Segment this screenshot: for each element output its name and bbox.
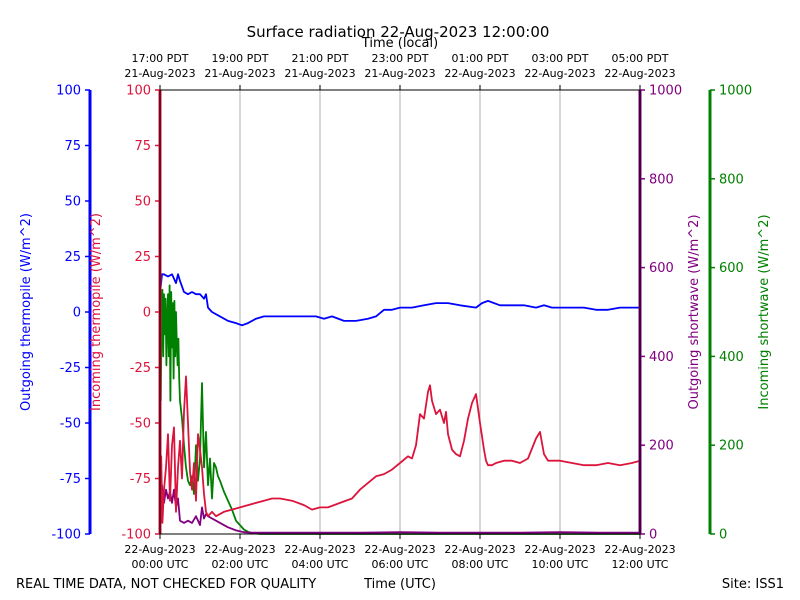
- y-tick-label: -75: [60, 472, 81, 487]
- top-axis-ticks: 17:00 PDT 21-Aug-2023 19:00 PDT 21-Aug-2023…: [124, 52, 676, 90]
- top-tick-label: 19:00 PDT: [211, 52, 268, 65]
- top-tick-label: 22-Aug-2023: [444, 67, 515, 80]
- top-tick-label: 03:00 PDT: [531, 52, 588, 65]
- y-tick-label: 200: [649, 439, 674, 454]
- gridlines: [239, 90, 561, 534]
- quality-warning: REAL TIME DATA, NOT CHECKED FOR QUALITY: [16, 577, 316, 592]
- y-axis-incoming_shortwave: 1000 800 600 400 200 0 Incoming shortwave (W/m…: [708, 84, 772, 543]
- y-tick-label: 0: [719, 528, 727, 543]
- x-tick-label: 12:00 UTC: [611, 558, 668, 571]
- x-tick-label: 22-Aug-2023: [524, 543, 595, 556]
- y-tick-label: 1000: [719, 84, 752, 99]
- x-tick-label: 00:00 UTC: [131, 558, 188, 571]
- y-tick-label: 800: [719, 172, 744, 187]
- x-tick-label: 22-Aug-2023: [604, 543, 675, 556]
- y-tick-label: -100: [51, 528, 81, 543]
- top-tick-label: 05:00 PDT: [611, 52, 668, 65]
- x-tick-label: 22-Aug-2023: [124, 543, 195, 556]
- x-tick-label: 10:00 UTC: [531, 558, 588, 571]
- x-tick-label: 08:00 UTC: [451, 558, 508, 571]
- top-tick-label: 22-Aug-2023: [524, 67, 595, 80]
- y-tick-label: 600: [649, 261, 674, 276]
- y-axis-label: Incoming thermopile (W/m^2): [89, 213, 104, 411]
- series-line-incoming-thermopile: [159, 375, 641, 524]
- series-line-outgoing-shortwave: [159, 484, 640, 534]
- y-tick-label: 800: [649, 172, 674, 187]
- y-tick-label: 400: [649, 350, 674, 365]
- y-tick-label: 100: [56, 84, 81, 99]
- y-tick-label: -100: [121, 528, 151, 543]
- y-axes: 100 75 50 25 0 -25 -50 -75 -100 Outgoing thermopi…: [19, 84, 772, 543]
- y-tick-label: 50: [64, 195, 81, 210]
- y-axis-label: Incoming shortwave (W/m^2): [757, 214, 772, 409]
- top-tick-label: 17:00 PDT: [131, 52, 188, 65]
- y-tick-label: -50: [60, 417, 81, 432]
- y-axis-outgoing_thermopile: 100 75 50 25 0 -25 -50 -75 -100 Outgoing thermopi…: [19, 84, 92, 543]
- top-tick-label: 21-Aug-2023: [364, 67, 435, 80]
- y-tick-label: 75: [64, 139, 81, 154]
- x-tick-label: 04:00 UTC: [291, 558, 348, 571]
- bottom-axis-label: Time (UTC): [363, 577, 436, 592]
- y-tick-label: -25: [60, 361, 81, 376]
- top-tick-label: 01:00 PDT: [451, 52, 508, 65]
- y-tick-label: 25: [64, 250, 81, 265]
- x-tick-label: 22-Aug-2023: [364, 543, 435, 556]
- y-tick-label: 75: [134, 139, 151, 154]
- top-tick-label: 21-Aug-2023: [284, 67, 355, 80]
- y-tick-label: 600: [719, 261, 744, 276]
- x-tick-label: 06:00 UTC: [371, 558, 428, 571]
- y-tick-label: 50: [134, 195, 151, 210]
- bottom-axis-ticks: 22-Aug-2023 00:00 UTC 22-Aug-2023 02:00 UTC…: [124, 534, 676, 571]
- y-tick-label: 100: [126, 84, 151, 99]
- top-tick-label: 22-Aug-2023: [604, 67, 675, 80]
- chart-title: Surface radiation 22-Aug-2023 12:00:00: [247, 23, 550, 41]
- top-axis-label: Time (local): [361, 36, 438, 51]
- series-layer: [159, 232, 641, 535]
- y-tick-label: 0: [73, 306, 81, 321]
- y-tick-label: 200: [719, 439, 744, 454]
- y-tick-label: 0: [143, 306, 151, 321]
- series-line-outgoing-thermopile: [159, 273, 640, 327]
- y-tick-label: 25: [134, 250, 151, 265]
- y-axis-outgoing_shortwave: 1000 800 600 400 200 0 Outgoing shortwave (W/m…: [638, 84, 702, 543]
- y-axis-incoming_thermopile: 100 75 50 25 0 -25 -50 -75 -100 Incoming thermopi…: [89, 84, 162, 543]
- y-tick-label: 400: [719, 350, 744, 365]
- y-tick-label: -25: [130, 361, 151, 376]
- top-tick-label: 21:00 PDT: [291, 52, 348, 65]
- y-axis-label: Outgoing shortwave (W/m^2): [687, 214, 702, 409]
- y-tick-label: 1000: [649, 84, 682, 99]
- y-tick-label: -50: [130, 417, 151, 432]
- site-label: Site: ISS1: [722, 577, 784, 592]
- x-tick-label: 22-Aug-2023: [204, 543, 275, 556]
- x-tick-label: 22-Aug-2023: [284, 543, 355, 556]
- y-tick-label: -75: [130, 472, 151, 487]
- top-tick-label: 23:00 PDT: [371, 52, 428, 65]
- top-tick-label: 21-Aug-2023: [204, 67, 275, 80]
- y-axis-label: Outgoing thermopile (W/m^2): [19, 213, 34, 411]
- y-tick-label: 0: [649, 528, 657, 543]
- x-tick-label: 02:00 UTC: [211, 558, 268, 571]
- top-tick-label: 21-Aug-2023: [124, 67, 195, 80]
- x-tick-label: 22-Aug-2023: [444, 543, 515, 556]
